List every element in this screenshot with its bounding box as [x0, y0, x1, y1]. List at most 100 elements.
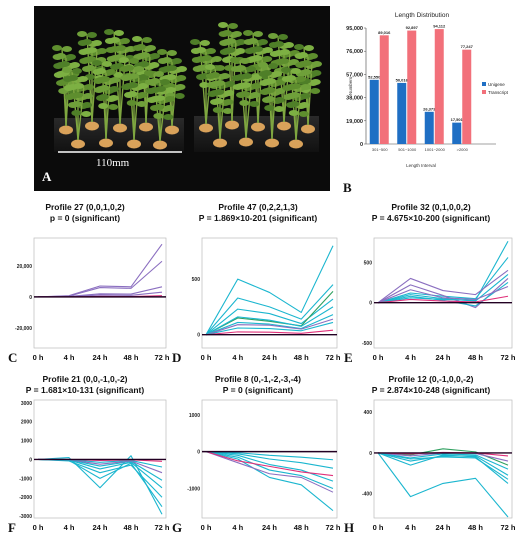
- leaf: [72, 68, 82, 74]
- x-tick-label: 72 h: [500, 353, 515, 362]
- leaf: [106, 69, 116, 75]
- leaf: [138, 83, 149, 89]
- x-tick-label: 72 h: [154, 523, 169, 532]
- stem: [205, 57, 213, 125]
- bar-unigene: [369, 79, 379, 144]
- x-tick-label: 24 h: [262, 353, 277, 362]
- profile-chart: 1000 0 -1000 0 h 4 h 24 h 48 h 72 h: [187, 399, 341, 532]
- y-tick-label: 0: [29, 295, 32, 301]
- leaf: [279, 58, 290, 64]
- leaf: [274, 106, 285, 112]
- leaf: [246, 66, 256, 72]
- legend-swatch-transcript: [482, 90, 486, 94]
- profile-series-line: [205, 314, 334, 336]
- leaf: [258, 39, 268, 45]
- profile-series-line: [205, 306, 334, 336]
- leaf: [153, 113, 164, 119]
- leaf: [264, 96, 275, 102]
- leaf: [154, 104, 165, 110]
- leaf: [100, 76, 110, 82]
- leaf: [86, 56, 97, 62]
- leaf: [214, 89, 225, 95]
- x-tick-label: 24 h: [435, 353, 450, 362]
- leaf: [225, 81, 235, 87]
- leaf: [174, 93, 185, 99]
- panel-letter-h: H: [344, 520, 355, 535]
- leaf: [176, 75, 187, 81]
- leaf: [294, 44, 304, 50]
- leaf: [150, 53, 160, 59]
- profile-panel-e: Profile 32 (0,1,0,0,2) P = 4.675×10-200 (…: [344, 198, 518, 370]
- leaf: [268, 33, 278, 39]
- peanut-seed: [165, 125, 179, 135]
- stem: [171, 67, 178, 127]
- leaf: [119, 57, 129, 63]
- plant-photo: 110mm A: [34, 6, 330, 191]
- leaf: [167, 50, 177, 56]
- profile-series-line: [377, 286, 509, 304]
- x-tick-label: 0 h: [373, 353, 384, 362]
- stem: [133, 75, 140, 141]
- profile-significance: P = 0 (significant): [222, 385, 294, 395]
- y-tick-label: 0: [197, 450, 200, 456]
- x-tick-label: 72 h: [154, 353, 169, 362]
- y-tick-label: -2000: [19, 495, 32, 501]
- leaf: [85, 65, 96, 71]
- leaf: [253, 31, 263, 37]
- leaf: [263, 47, 273, 53]
- profile-series-line: [377, 452, 509, 480]
- peanut-seed: [199, 123, 213, 133]
- leaf: [248, 38, 258, 44]
- leaf: [206, 48, 216, 54]
- leaf: [301, 84, 311, 90]
- legend-label-transcript: Transcript: [488, 90, 509, 95]
- y-tick-label: -400: [362, 492, 372, 498]
- leaf: [52, 45, 62, 51]
- bar-value-label: 89,016: [378, 30, 391, 35]
- profile-series-line: [205, 451, 334, 469]
- leaf: [296, 76, 306, 82]
- peanut-seed: [251, 122, 265, 132]
- leaf: [249, 101, 260, 107]
- leaf: [157, 49, 167, 55]
- panel-letter-b: B: [343, 180, 352, 195]
- leaf: [236, 65, 246, 71]
- panel-letter-c: C: [8, 350, 18, 365]
- leaf: [258, 62, 268, 68]
- leaf: [84, 84, 94, 90]
- legend-swatch-unigene: [482, 82, 486, 86]
- leaf: [149, 62, 160, 68]
- profile-chart: 20,000 0 -20,000 0 h 4 h 24 h 48 h 72 h: [15, 237, 170, 362]
- leaf: [126, 100, 137, 106]
- x-tick-label: 4 h: [405, 523, 416, 532]
- profile-title: Profile 47 (0,2,2,1,3): [218, 202, 298, 212]
- y-tick-label: 400: [364, 410, 373, 416]
- profile-series-line: [205, 451, 334, 482]
- leaf: [289, 101, 300, 107]
- bar-transcript: [407, 30, 417, 145]
- peanut-seed: [59, 125, 73, 135]
- stem: [231, 40, 237, 122]
- leaf: [98, 94, 109, 100]
- leaf: [120, 38, 130, 44]
- leaf: [150, 78, 160, 84]
- leaf: [160, 79, 170, 85]
- peanut-seed: [127, 139, 141, 149]
- leaf: [299, 102, 310, 108]
- leaf: [104, 29, 114, 35]
- x-tick-label: 24 h: [92, 523, 107, 532]
- leaf: [144, 70, 154, 76]
- leaf: [310, 88, 321, 94]
- leaf: [236, 39, 246, 45]
- leaf: [232, 31, 242, 37]
- leaf: [239, 100, 250, 106]
- leaf: [175, 84, 186, 90]
- x-tick-label: 4 h: [405, 353, 416, 362]
- leaf: [235, 48, 246, 54]
- profile-significance: p = 0 (significant): [49, 213, 121, 223]
- y-tick-label: -20,000: [15, 326, 32, 332]
- y-tick-label: 0: [360, 142, 363, 148]
- chart-title: Length Distribution: [395, 12, 450, 19]
- x-tick-label: 48 h: [123, 353, 138, 362]
